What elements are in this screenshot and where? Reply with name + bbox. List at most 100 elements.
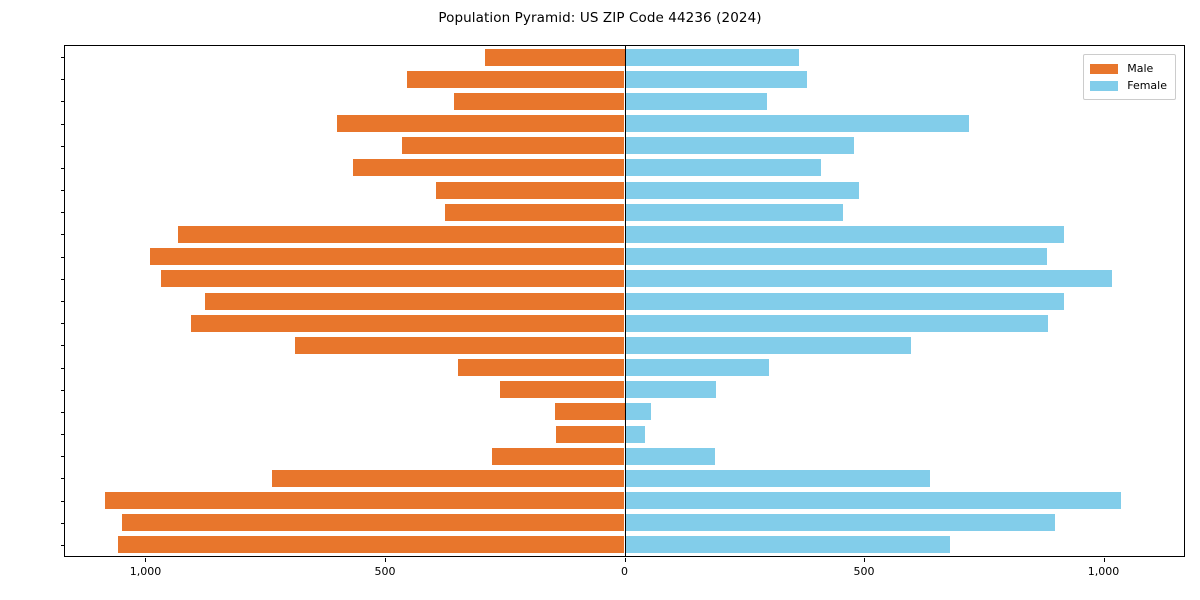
bar-male[interactable] bbox=[457, 359, 625, 377]
y-tick-mark bbox=[61, 145, 65, 147]
legend-swatch-icon bbox=[1090, 63, 1119, 74]
bar-female[interactable] bbox=[624, 336, 911, 354]
bar-male[interactable] bbox=[499, 381, 625, 399]
bar-row bbox=[65, 92, 1184, 110]
bar-row bbox=[65, 514, 1184, 532]
x-tick-mark bbox=[624, 558, 626, 562]
legend-item[interactable]: Male bbox=[1090, 60, 1167, 77]
bar-female[interactable] bbox=[624, 70, 807, 88]
bar-female[interactable] bbox=[624, 248, 1048, 266]
bar-row bbox=[65, 225, 1184, 243]
bar-female[interactable] bbox=[624, 225, 1064, 243]
y-tick-mark bbox=[61, 234, 65, 236]
legend-item[interactable]: Female bbox=[1090, 77, 1167, 94]
bar-female[interactable] bbox=[624, 403, 652, 421]
plot-inner bbox=[65, 46, 1184, 556]
bar-female[interactable] bbox=[624, 181, 860, 199]
bar-female[interactable] bbox=[624, 536, 950, 554]
bar-male[interactable] bbox=[556, 425, 625, 443]
bar-row bbox=[65, 314, 1184, 332]
bar-male[interactable] bbox=[401, 137, 625, 155]
y-tick-mark bbox=[61, 345, 65, 347]
bar-female[interactable] bbox=[624, 48, 800, 66]
bar-row bbox=[65, 115, 1184, 133]
bar-male[interactable] bbox=[104, 492, 625, 510]
bar-row bbox=[65, 359, 1184, 377]
bar-female[interactable] bbox=[624, 469, 930, 487]
bar-female[interactable] bbox=[624, 203, 843, 221]
bar-female[interactable] bbox=[624, 115, 969, 133]
legend-label: Male bbox=[1127, 62, 1154, 75]
x-tick-label: 0 bbox=[621, 565, 628, 578]
bar-male[interactable] bbox=[205, 292, 625, 310]
bar-male[interactable] bbox=[352, 159, 625, 177]
bar-row bbox=[65, 492, 1184, 510]
chart-legend: Male Female bbox=[1083, 54, 1176, 100]
legend-label: Female bbox=[1127, 79, 1167, 92]
x-tick-mark bbox=[384, 558, 386, 562]
bar-female[interactable] bbox=[624, 514, 1055, 532]
y-tick-mark bbox=[61, 79, 65, 81]
y-tick-mark bbox=[61, 500, 65, 502]
bar-row bbox=[65, 48, 1184, 66]
bar-female[interactable] bbox=[624, 270, 1112, 288]
bar-female[interactable] bbox=[624, 292, 1064, 310]
bar-female[interactable] bbox=[624, 425, 645, 443]
bar-female[interactable] bbox=[624, 159, 821, 177]
bar-female[interactable] bbox=[624, 314, 1049, 332]
bar-male[interactable] bbox=[484, 48, 625, 66]
y-tick-mark bbox=[61, 522, 65, 524]
bar-row bbox=[65, 270, 1184, 288]
plot-area: 85+80-8475-7970-7467-6965-6662-6460-6155… bbox=[61, 45, 1185, 578]
bar-row bbox=[65, 447, 1184, 465]
bar-row bbox=[65, 181, 1184, 199]
bar-male[interactable] bbox=[491, 447, 625, 465]
bar-female[interactable] bbox=[624, 137, 854, 155]
bar-male[interactable] bbox=[453, 92, 625, 110]
y-tick-mark bbox=[61, 101, 65, 103]
y-tick-mark bbox=[61, 456, 65, 458]
bar-row bbox=[65, 536, 1184, 554]
bar-female[interactable] bbox=[624, 447, 715, 465]
bar-male[interactable] bbox=[117, 536, 625, 554]
bar-male[interactable] bbox=[150, 248, 625, 266]
bar-female[interactable] bbox=[624, 359, 770, 377]
bar-female[interactable] bbox=[624, 381, 717, 399]
bar-female[interactable] bbox=[624, 492, 1122, 510]
bar-female[interactable] bbox=[624, 92, 768, 110]
x-tick-label: 500 bbox=[853, 565, 875, 578]
bar-row bbox=[65, 336, 1184, 354]
y-tick-mark bbox=[61, 478, 65, 480]
bar-male[interactable] bbox=[272, 469, 625, 487]
bar-male[interactable] bbox=[177, 225, 625, 243]
y-tick-mark bbox=[61, 256, 65, 258]
bar-row bbox=[65, 203, 1184, 221]
bar-male[interactable] bbox=[161, 270, 625, 288]
y-tick-mark bbox=[61, 278, 65, 280]
y-tick-mark bbox=[61, 411, 65, 413]
y-tick-mark bbox=[61, 190, 65, 192]
y-tick-mark bbox=[61, 167, 65, 169]
bar-male[interactable] bbox=[435, 181, 625, 199]
bar-male[interactable] bbox=[444, 203, 625, 221]
bar-male[interactable] bbox=[337, 115, 625, 133]
zero-axis-line bbox=[624, 46, 626, 556]
bar-row bbox=[65, 381, 1184, 399]
bar-row bbox=[65, 159, 1184, 177]
bar-row bbox=[65, 292, 1184, 310]
bar-male[interactable] bbox=[294, 336, 625, 354]
bar-male[interactable] bbox=[554, 403, 625, 421]
bar-row bbox=[65, 137, 1184, 155]
x-tick-label: 1,000 bbox=[129, 565, 162, 578]
bar-male[interactable] bbox=[407, 70, 625, 88]
x-tick-mark bbox=[1103, 558, 1105, 562]
x-tick-mark bbox=[864, 558, 865, 562]
x-tick-label: 1,000 bbox=[1087, 565, 1120, 578]
page-title: Population Pyramid: US ZIP Code 44236 (2… bbox=[438, 10, 762, 26]
y-tick-mark bbox=[61, 212, 65, 214]
y-tick-mark bbox=[61, 57, 65, 59]
bar-row bbox=[65, 469, 1184, 487]
bar-male[interactable] bbox=[122, 514, 625, 532]
bar-male[interactable] bbox=[190, 314, 625, 332]
